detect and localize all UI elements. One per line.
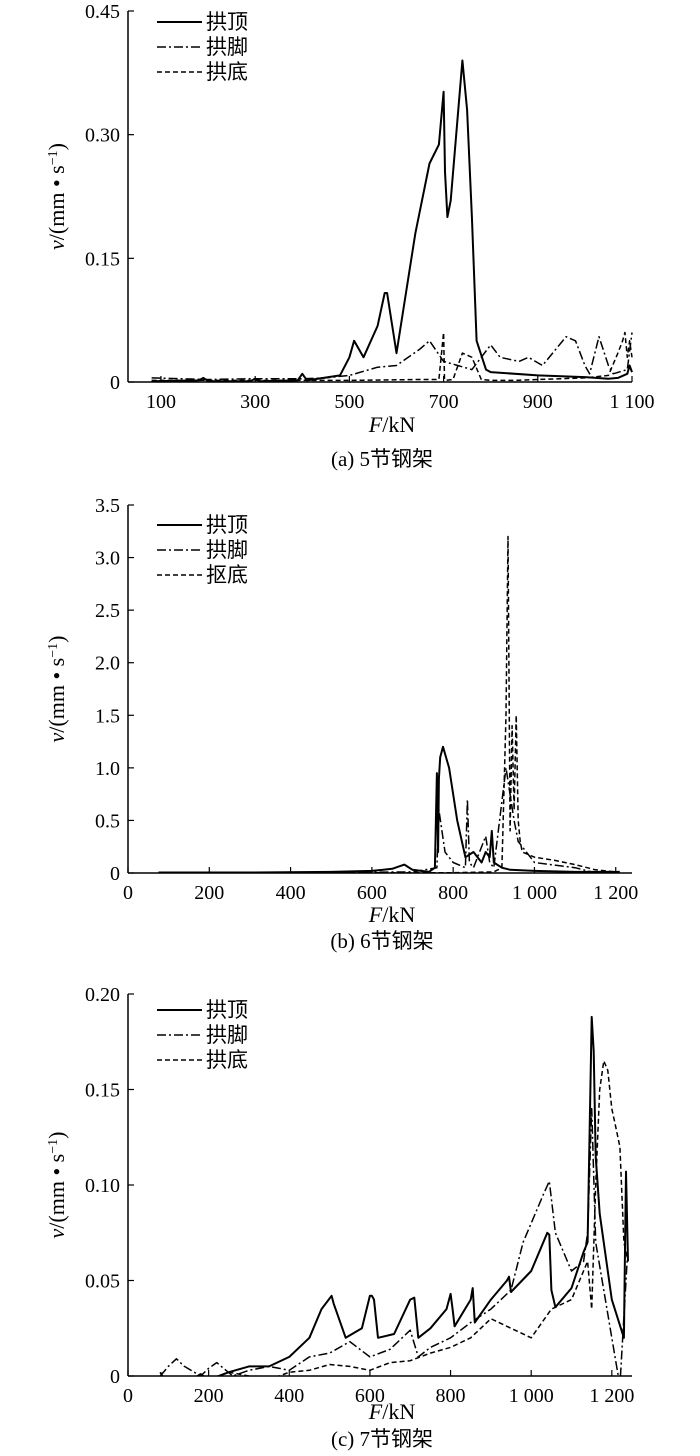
x-tick-label: 600: [355, 1385, 385, 1407]
x-tick-label: 1 200: [589, 1385, 634, 1407]
y-tick-label: 1.0: [95, 758, 120, 780]
y-tick-label: 0.10: [85, 1175, 120, 1197]
chart-c: 0 0.05 0.10 0.15 0.20 0 200 400 600 800 1 000 1 200…: [44, 984, 634, 1451]
y-tick-label: 0: [110, 863, 120, 885]
x-tick-label: 800: [436, 1385, 466, 1407]
y-tick-label: 0.05: [85, 1271, 120, 1293]
series-line-2: [160, 1060, 629, 1376]
series-line-2: [158, 535, 616, 873]
chart-b: 0 0.5 1.0 1.5 2.0 2.5 3.0 3.5 0 200 400 600 800 1 000…: [44, 495, 638, 953]
chart-a: 0 0.15 0.30 0.45 100 300 500 700 900 1 100 F/kN v/(…: [44, 1, 655, 471]
series-line-1: [158, 767, 592, 873]
y-tick-label: 0: [110, 1366, 120, 1388]
y-tick-label: 0.15: [85, 248, 120, 270]
x-tick-label: 800: [438, 882, 468, 904]
series-line-2: [151, 331, 633, 382]
chart-caption: (b) 6节钢架: [330, 929, 433, 953]
legend-label: 拱底: [206, 1048, 248, 1072]
chart-panel-a: 0 0.15 0.30 0.45 100 300 500 700 900 1 100 F/kN v/(…: [0, 0, 700, 480]
legend-label: 拱顶: [206, 10, 248, 34]
x-tick-label: 600: [357, 882, 387, 904]
y-tick-label: 2.0: [95, 653, 120, 675]
legend-label: 拱脚: [206, 35, 248, 59]
series-line-1: [159, 1107, 629, 1376]
legend-label: 拱脚: [206, 538, 248, 562]
legend-label: 拱顶: [206, 998, 248, 1022]
series-line-0: [158, 745, 620, 873]
chart-panel-b: 0 0.5 1.0 1.5 2.0 2.5 3.0 3.5 0 200 400 600 800 1 000…: [0, 490, 700, 960]
series-line-1: [151, 332, 633, 381]
chart-panel-c: 0 0.05 0.10 0.15 0.20 0 200 400 600 800 1 000 1 200…: [0, 975, 700, 1456]
chart-caption: (c) 7节钢架: [331, 1427, 433, 1451]
y-tick-label: 1.5: [95, 705, 120, 727]
x-tick-label: 400: [274, 1385, 304, 1407]
y-tick-label: 3.0: [95, 548, 120, 570]
x-tick-label: 0: [123, 882, 133, 904]
y-tick-label: 0.45: [85, 1, 120, 23]
x-tick-label: 400: [276, 882, 306, 904]
y-tick-label: 3.5: [95, 495, 120, 517]
x-tick-label: 500: [334, 391, 364, 413]
x-axis-title: F/kN: [368, 1399, 416, 1424]
y-tick-label: 0.5: [95, 810, 120, 832]
x-tick-label: 1 000: [512, 882, 557, 904]
x-tick-label: 700: [429, 391, 459, 413]
x-axis-title: F/kN: [368, 412, 416, 437]
x-tick-label: 300: [240, 391, 270, 413]
y-tick-label: 0.20: [85, 984, 120, 1006]
y-axis-title: v/(mm • s−1): [44, 1132, 69, 1239]
x-tick-label: 100: [146, 391, 176, 413]
y-tick-label: 2.5: [95, 600, 120, 622]
x-axis-title: F/kN: [368, 902, 416, 927]
y-tick-label: 0: [110, 372, 120, 394]
x-tick-label: 200: [194, 882, 224, 904]
chart-caption: (a) 5节钢架: [331, 447, 433, 471]
legend-label: 拱脚: [206, 1023, 248, 1047]
x-tick-label: 200: [194, 1385, 224, 1407]
y-tick-label: 0.15: [85, 1080, 120, 1102]
legend-label: 拱顶: [206, 513, 248, 537]
series-line-0: [159, 1015, 629, 1376]
x-tick-label: 900: [523, 391, 553, 413]
y-axis-title: v/(mm • s−1): [44, 143, 69, 250]
y-tick-label: 0.30: [85, 125, 120, 147]
series-line-0: [151, 59, 633, 382]
x-tick-label: 1 100: [610, 391, 655, 413]
x-tick-label: 1 000: [509, 1385, 554, 1407]
legend-label: 抠底: [206, 563, 248, 587]
legend-label: 拱底: [206, 60, 248, 84]
x-tick-label: 0: [123, 1385, 133, 1407]
x-tick-label: 1 200: [593, 882, 638, 904]
y-axis-title: v/(mm • s−1): [44, 636, 69, 743]
